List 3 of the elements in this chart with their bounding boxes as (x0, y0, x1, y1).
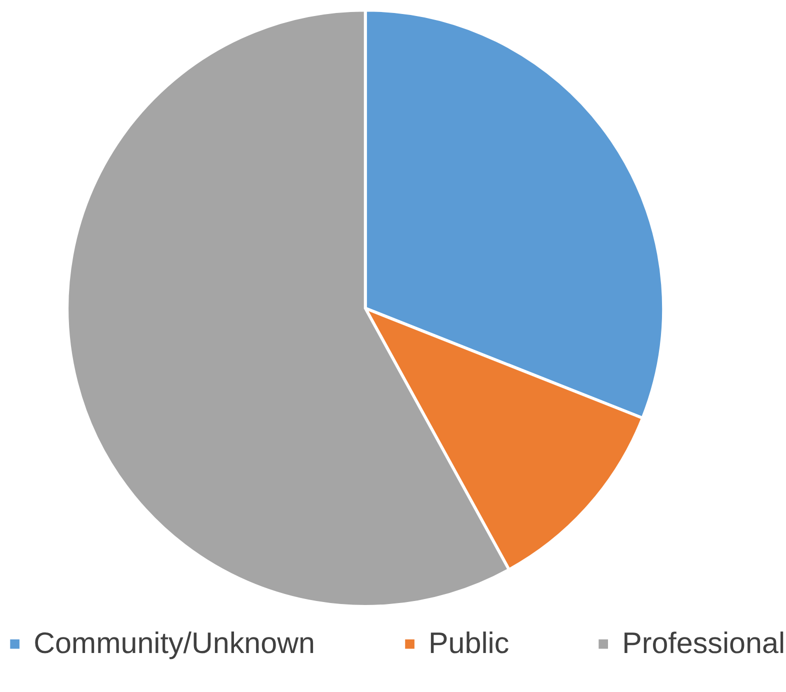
legend-label: Community/Unknown (34, 626, 315, 660)
legend-label: Professional (622, 626, 786, 660)
legend-label: Public (428, 626, 510, 660)
